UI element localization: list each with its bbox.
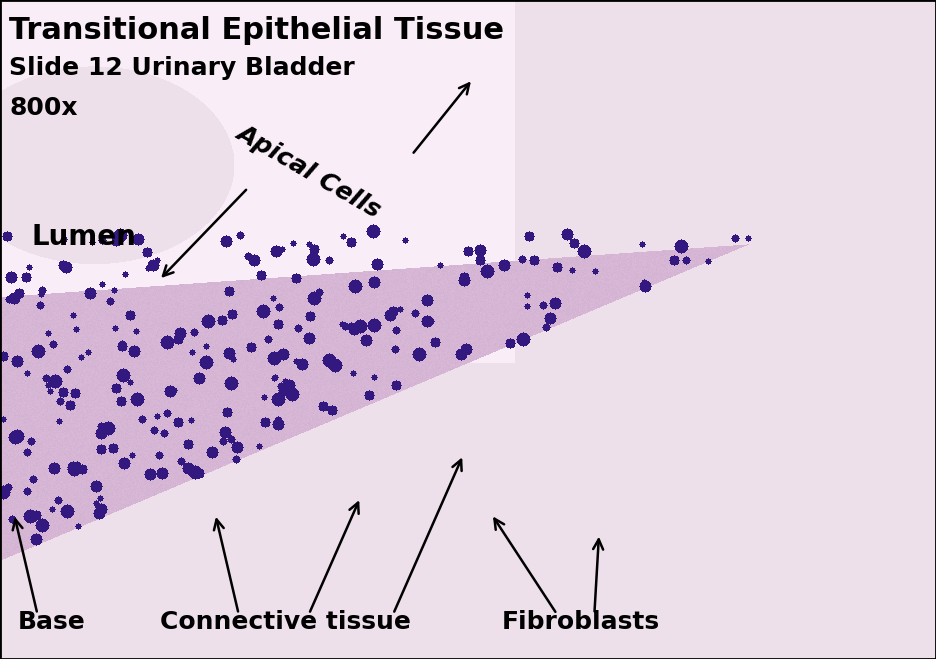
Text: Lumen: Lumen — [32, 223, 137, 251]
Text: Fibroblasts: Fibroblasts — [502, 610, 659, 634]
Text: Connective tissue: Connective tissue — [160, 610, 411, 634]
Text: Transitional Epithelial Tissue: Transitional Epithelial Tissue — [9, 16, 505, 45]
Text: 800x: 800x — [9, 96, 78, 119]
Text: Base: Base — [18, 610, 85, 634]
Text: Apical Cells: Apical Cells — [232, 121, 386, 222]
Text: Slide 12 Urinary Bladder: Slide 12 Urinary Bladder — [9, 56, 355, 80]
